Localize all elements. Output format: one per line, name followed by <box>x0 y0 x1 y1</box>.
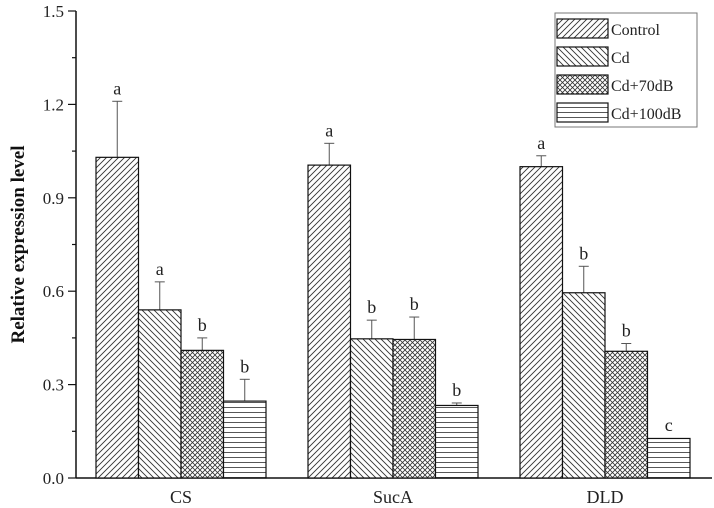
significance-label: a <box>325 120 333 140</box>
significance-label: a <box>113 78 121 98</box>
y-tick-label: 0.0 <box>43 469 64 488</box>
significance-label: b <box>367 297 376 317</box>
significance-label: a <box>156 259 164 279</box>
y-tick-label: 0.6 <box>43 282 64 301</box>
bar-group-dld: a b b c DLD <box>519 133 691 507</box>
bar-cd-100db <box>222 400 267 479</box>
bar-cd <box>561 292 606 479</box>
y-tick-label: 0.3 <box>43 376 64 395</box>
legend-label: Control <box>611 22 660 39</box>
bar-cd-70db <box>180 349 225 479</box>
bar-cd <box>349 338 394 479</box>
x-category-label: SucA <box>373 487 413 507</box>
legend-swatch <box>556 46 609 67</box>
legend-label: Cd+70dB <box>611 78 673 95</box>
y-axis-title: Relative expression level <box>8 145 29 343</box>
bar-control <box>519 166 564 479</box>
bar-cd-70db <box>392 338 437 479</box>
legend-swatch <box>556 18 609 39</box>
significance-label: a <box>537 133 545 153</box>
y-tick-label: 0.9 <box>43 189 64 208</box>
legend-label: Cd <box>611 50 630 67</box>
significance-label: b <box>579 243 588 263</box>
y-tick-label: 1.5 <box>43 2 64 21</box>
legend-label: Cd+100dB <box>611 106 681 123</box>
significance-label: c <box>665 415 673 435</box>
significance-label: b <box>240 356 249 376</box>
legend-swatch <box>556 74 609 95</box>
significance-label: b <box>452 380 461 400</box>
bar-group-cs: a a b b CS <box>95 78 267 507</box>
significance-label: b <box>410 294 419 314</box>
bars: a a b b CS a b b b SucA a b b c DLD <box>95 78 691 507</box>
legend-swatch <box>556 102 609 123</box>
x-category-label: DLD <box>587 487 624 507</box>
bar-cd <box>137 309 182 479</box>
bar-group-suca: a b b b SucA <box>307 120 479 507</box>
bar-cd-100db <box>646 437 691 479</box>
significance-label: b <box>198 315 207 335</box>
bar-control <box>95 156 140 479</box>
significance-label: b <box>622 321 631 341</box>
y-tick-label: 1.2 <box>43 95 64 114</box>
bar-cd-70db <box>604 350 649 479</box>
bar-control <box>307 164 352 479</box>
bar-cd-100db <box>434 404 479 479</box>
x-category-label: CS <box>170 487 192 507</box>
legend: Control Cd Cd+70dB Cd+100dB <box>554 12 698 128</box>
